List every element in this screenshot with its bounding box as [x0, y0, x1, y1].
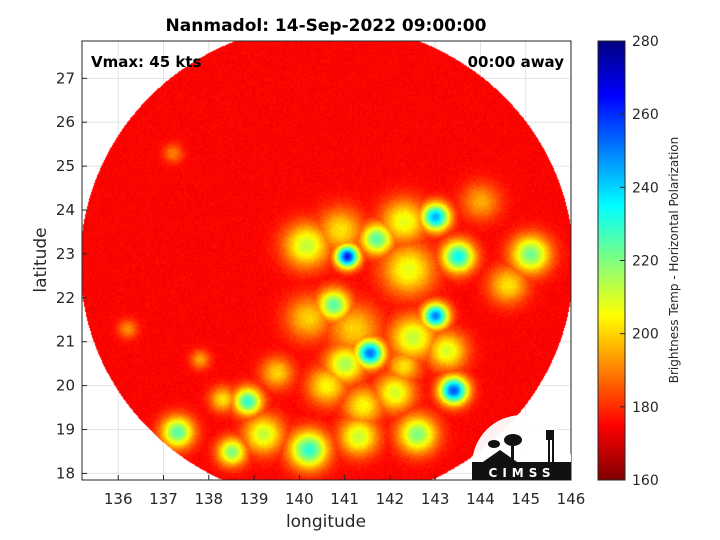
colorbar-tick-label: 220: [632, 254, 659, 270]
x-tick-label: 144: [466, 490, 495, 508]
colorbar-tick-label: 240: [632, 180, 659, 196]
colorbar-tick-label: 280: [632, 34, 659, 50]
y-tick-label: 26: [56, 113, 75, 131]
chart-title: Nanmadol: 14-Sep-2022 09:00:00: [166, 16, 487, 36]
y-tick-label: 20: [56, 377, 75, 395]
y-tick-label: 25: [56, 157, 75, 175]
plot-area: 136 137 138 139 140 141 142 143 144 145 146 18 19 20…: [56, 40, 585, 508]
swath-heatmap: [82, 41, 571, 480]
y-tick-label: 21: [56, 333, 75, 351]
colorbar-ticks: 160 180 200 220 240 260 280: [620, 34, 659, 489]
cimss-logo-text: CIMSS: [489, 466, 556, 480]
x-tick-label: 138: [194, 490, 223, 508]
y-tick-label: 18: [56, 464, 75, 482]
x-tick-label: 139: [240, 490, 269, 508]
colorbar-tick-label: 160: [632, 473, 659, 489]
y-tick-label: 19: [56, 421, 75, 439]
y-tick-label: 27: [56, 69, 75, 87]
x-tick-label: 143: [421, 490, 450, 508]
vmax-label: Vmax: 45 kts: [91, 53, 201, 71]
colorbar-tick-label: 200: [632, 327, 659, 343]
x-tick-label: 145: [511, 490, 540, 508]
y-tick-label: 24: [56, 201, 75, 219]
x-tick-label: 136: [104, 490, 133, 508]
x-axis-ticks: 136 137 138 139 140 141 142 143 144 145 146: [104, 475, 585, 508]
y-tick-label: 22: [56, 289, 75, 307]
x-tick-label: 140: [285, 490, 314, 508]
colorbar-tick-label: 180: [632, 400, 659, 416]
colorbar-tick-label: 260: [632, 107, 659, 123]
plot-border: [81, 40, 572, 481]
colorbar: 160 180 200 220 240 260 280 Brightness Temp - …: [597, 34, 681, 489]
y-axis-label: latitude: [31, 227, 51, 292]
x-tick-label: 137: [149, 490, 178, 508]
time-offset-label: 00:00 away: [468, 53, 565, 71]
y-tick-label: 23: [56, 245, 75, 263]
x-axis-label: longitude: [286, 512, 366, 532]
y-axis-ticks: 18 19 20 21 22 23 24 25 26 27: [56, 69, 87, 482]
x-tick-label: 142: [376, 490, 405, 508]
cimss-logo: CIMSS: [472, 415, 571, 480]
x-tick-label: 146: [557, 490, 586, 508]
x-tick-label: 141: [330, 490, 359, 508]
colorbar-label: Brightness Temp - Horizontal Polarizatio…: [667, 137, 681, 384]
